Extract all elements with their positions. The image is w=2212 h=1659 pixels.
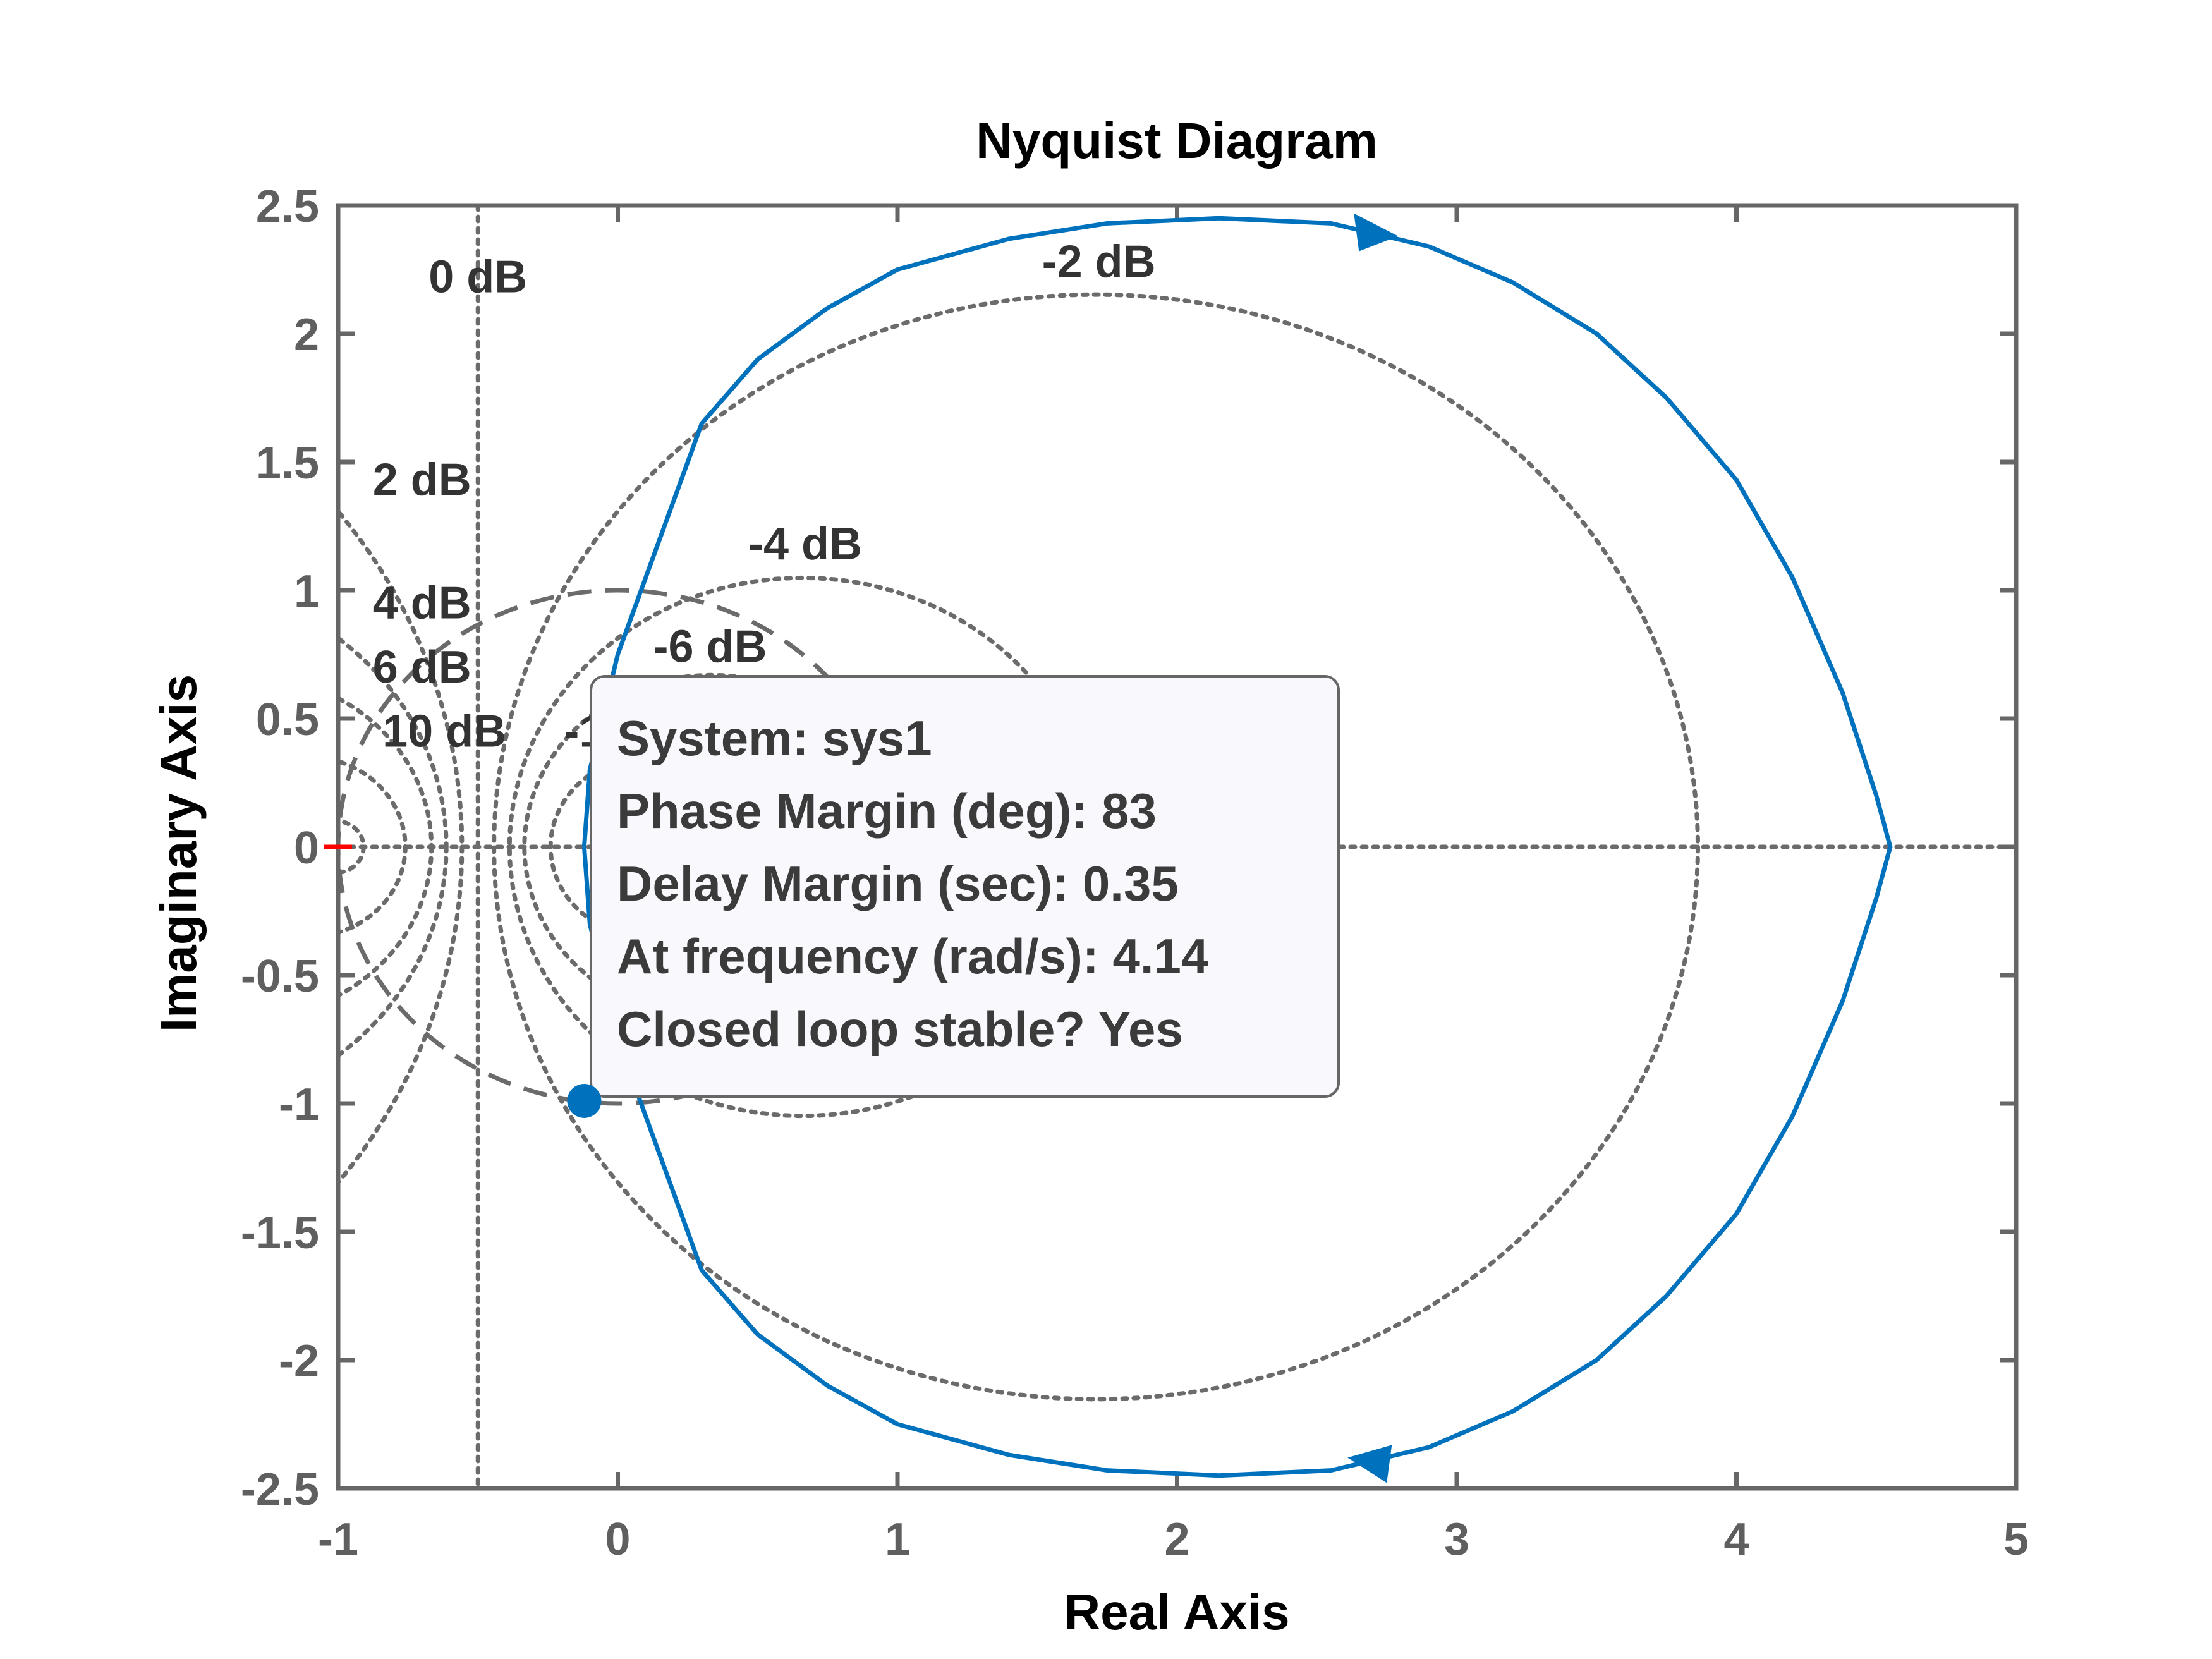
grid-label: 10 dB — [382, 706, 506, 757]
y-tick-label: 1 — [294, 566, 319, 617]
y-tick-label: -2.5 — [241, 1464, 319, 1515]
grid-label: 2 dB — [373, 454, 471, 505]
y-tick-label: 0.5 — [256, 695, 319, 745]
nyquist-curve-sys1 — [581, 216, 1893, 1478]
datatip-system: System: sys1 — [617, 710, 932, 766]
datatip[interactable]: System: sys1 Phase Margin (deg): 83 Dela… — [590, 675, 1340, 1098]
grid-label: -4 dB — [748, 519, 862, 569]
y-tick-label: 2.5 — [256, 181, 319, 232]
y-tick-label: 2 — [294, 310, 319, 360]
grid-label: 4 dB — [373, 578, 471, 628]
datatip-frequency: At frequency (rad/s): 4.14 — [617, 928, 1208, 984]
grid-label: -6 dB — [653, 621, 767, 672]
datatip-phase-margin: Phase Margin (deg): 83 — [617, 783, 1157, 839]
datatip-stability: Closed loop stable? Yes — [617, 1001, 1183, 1057]
x-tick-label: 0 — [605, 1514, 630, 1565]
y-tick-label: -0.5 — [241, 951, 319, 1002]
x-tick-label: 3 — [1444, 1514, 1469, 1565]
x-tick-label: 5 — [2003, 1514, 2029, 1565]
direction-arrow — [1347, 1445, 1392, 1483]
datatip-box — [590, 675, 1340, 1098]
datatip-delay-margin: Delay Margin (sec): 0.35 — [617, 856, 1179, 911]
phase-margin-marker[interactable] — [567, 1083, 602, 1118]
x-tick-label: 1 — [885, 1514, 910, 1565]
x-tick-label: -1 — [318, 1514, 358, 1565]
grid-label: -2 dB — [1042, 236, 1156, 287]
x-tick-label: 2 — [1164, 1514, 1189, 1565]
x-tick-label: 4 — [1723, 1514, 1749, 1565]
plot-area: -1 0 1 2 3 4 5 2.5 2 1.5 1 0.5 0 -0.5 -1 -1.5 -2 -2.5 — [241, 181, 2029, 1565]
y-tick-label: -1 — [279, 1079, 319, 1130]
grid-label: 6 dB — [373, 642, 471, 693]
chart-title: Nyquist Diagram — [976, 112, 1378, 169]
y-tick-label: -1.5 — [241, 1208, 319, 1258]
y-tick-label: -2 — [279, 1336, 319, 1387]
y-tick-label: 1.5 — [256, 438, 319, 489]
x-axis-label: Real Axis — [1064, 1584, 1289, 1640]
y-tick-label: 0 — [294, 823, 319, 873]
y-axis-label: Imaginary Axis — [150, 674, 207, 1032]
grid-label: 0 dB — [428, 252, 527, 303]
direction-arrow — [1354, 213, 1399, 252]
series-layer — [581, 213, 1893, 1483]
